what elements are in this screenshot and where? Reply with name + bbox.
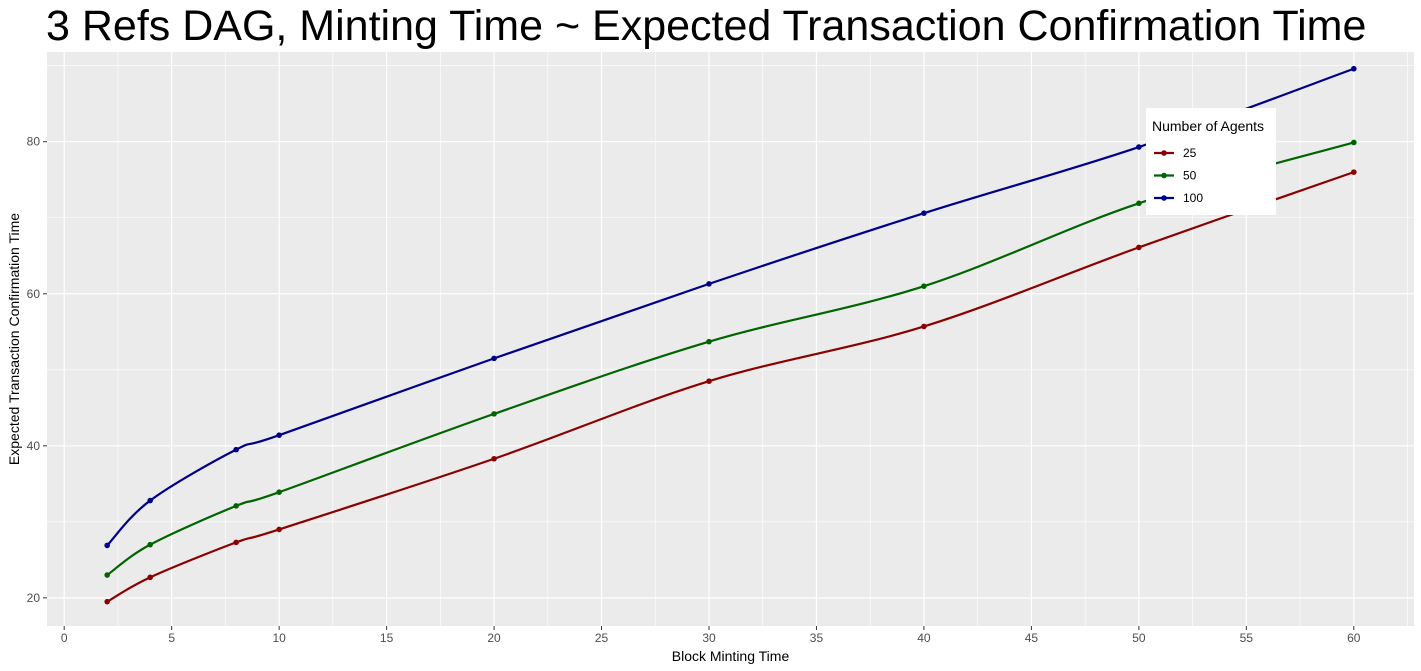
data-point-50-x60 xyxy=(1351,139,1357,146)
x-tick-label: 60 xyxy=(1347,631,1361,645)
data-point-50-x20 xyxy=(491,411,497,417)
y-tick-label: 20 xyxy=(27,591,41,605)
y-tick-label: 60 xyxy=(27,287,41,301)
data-point-50-x8 xyxy=(233,503,239,509)
data-point-100-x8 xyxy=(233,446,239,453)
legend-key-point-100 xyxy=(1161,195,1167,201)
data-point-50-x50 xyxy=(1136,200,1142,207)
x-tick-label: 35 xyxy=(810,631,824,645)
data-point-25-x60 xyxy=(1351,169,1357,175)
x-tick-label: 45 xyxy=(1025,631,1039,645)
y-axis-title: Expected Transaction Confirmation Time xyxy=(6,213,22,465)
legend-title: Number of Agents xyxy=(1152,118,1264,134)
data-point-100-x20 xyxy=(491,355,497,362)
data-point-25-x2 xyxy=(104,598,110,605)
data-point-100-x60 xyxy=(1351,65,1357,72)
data-point-50-x30 xyxy=(706,338,712,345)
data-point-100-x50 xyxy=(1136,144,1142,150)
data-point-100-x40 xyxy=(921,210,927,216)
data-point-25-x10 xyxy=(276,526,282,533)
x-tick-label: 55 xyxy=(1240,631,1254,645)
legend-label-50: 50 xyxy=(1183,169,1197,183)
data-point-25-x4 xyxy=(147,574,153,581)
data-point-50-x4 xyxy=(147,541,153,548)
legend-key-point-25 xyxy=(1161,150,1167,156)
x-tick-label: 40 xyxy=(917,631,931,645)
data-point-100-x4 xyxy=(147,497,153,504)
chart-title: 3 Refs DAG, Minting Time ~ Expected Tran… xyxy=(46,2,1367,50)
series-line-100 xyxy=(106,67,1355,547)
x-tick-label: 5 xyxy=(168,631,175,645)
data-point-25-x30 xyxy=(706,378,712,384)
series-line-50 xyxy=(106,141,1355,576)
y-tick-label: 40 xyxy=(27,439,41,453)
x-tick-label: 20 xyxy=(487,631,501,645)
legend-key-point-50 xyxy=(1161,172,1167,179)
data-point-100-x10 xyxy=(276,432,282,438)
data-point-100-x2 xyxy=(104,542,110,549)
x-axis-title: Block Minting Time xyxy=(672,648,790,664)
x-tick-label: 30 xyxy=(702,631,716,645)
data-point-25-x40 xyxy=(921,323,927,330)
y-tick-label: 80 xyxy=(27,135,41,149)
x-tick-label: 15 xyxy=(380,631,394,645)
data-point-50-x2 xyxy=(104,572,110,578)
legend-label-100: 100 xyxy=(1183,191,1203,205)
x-tick-label: 10 xyxy=(272,631,286,645)
series-line-25 xyxy=(106,171,1355,603)
data-point-25-x20 xyxy=(491,455,497,462)
data-point-100-x30 xyxy=(706,281,712,287)
data-point-50-x40 xyxy=(921,283,927,289)
data-point-50-x10 xyxy=(276,489,282,495)
x-tick-label: 25 xyxy=(595,631,609,645)
legend-label-25: 25 xyxy=(1183,146,1197,160)
x-tick-label: 50 xyxy=(1132,631,1146,645)
data-point-25-x8 xyxy=(233,539,239,546)
x-tick-label: 0 xyxy=(61,631,68,645)
data-point-25-x50 xyxy=(1136,244,1142,251)
